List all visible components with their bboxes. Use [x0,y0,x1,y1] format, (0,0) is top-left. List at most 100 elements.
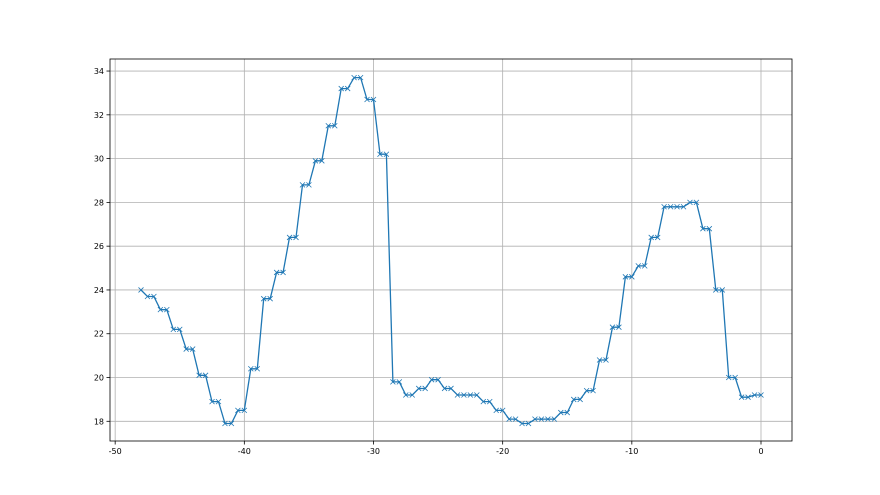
data-point [370,96,377,103]
data-point [299,182,306,188]
data-point [474,392,480,398]
data-point [415,385,422,392]
data-point [635,263,642,269]
data-point [609,324,616,330]
data-point [138,287,144,293]
data-point [325,122,332,129]
data-point [164,306,170,313]
data-point [551,416,558,422]
data-point [616,324,622,330]
data-point [454,392,461,398]
data-point [286,234,293,241]
data-point [170,326,177,333]
data-point [732,374,738,381]
data-point [209,398,215,405]
data-point [448,385,454,392]
data-point [344,85,351,92]
data-point [680,203,687,210]
y-tick-label: 34 [94,67,104,76]
data-point [751,392,758,398]
data-point [196,372,202,379]
data-point [713,287,719,293]
data-point [461,392,467,398]
data-point [306,182,312,188]
data-point [228,420,235,427]
data-point [390,379,396,385]
data-point [157,306,164,313]
data-point [570,396,577,403]
y-tick-label: 26 [94,242,104,251]
data-point [558,409,564,416]
y-tick-label: 30 [94,155,104,164]
data-point [428,376,435,383]
data-point [176,326,183,333]
data-point [674,203,680,210]
data-point [260,295,267,302]
data-point [512,416,519,422]
data-point [667,203,674,210]
y-tick-label: 18 [94,417,104,426]
data-point [538,416,545,422]
data-point [396,379,403,385]
data-point [583,387,590,394]
data-point [403,392,409,398]
data-point [706,225,713,232]
data-point [351,74,357,81]
data-point [293,234,299,241]
data-point [641,263,648,269]
data-point [622,274,629,280]
data-point [661,203,667,210]
x-tick-label: -20 [496,447,509,456]
y-tick-label: 28 [94,198,104,207]
data-point [738,394,745,401]
x-tick-label: -40 [238,447,251,456]
data-point [331,122,338,129]
data-point [377,151,383,158]
data-point [596,357,603,363]
data-point [280,269,286,276]
x-tick-label: -30 [367,447,380,456]
data-point [312,158,319,164]
data-point [467,392,474,398]
data-point [493,407,499,414]
data-point [654,234,661,241]
data-point [254,365,261,372]
data-point [189,346,196,352]
data-point [719,287,726,293]
data-point [519,420,525,427]
data-point [532,416,538,422]
data-point [480,398,487,405]
data-point [545,416,551,422]
data-point [441,385,448,392]
data-point [383,151,390,158]
data-point [409,392,416,398]
data-point [235,407,241,414]
data-point [590,387,596,394]
data-point [745,394,751,401]
data-point [564,409,571,416]
data-point [603,357,609,363]
data-point [629,274,635,280]
data-point [486,398,493,405]
data-point [700,225,706,232]
data-point [499,407,506,414]
x-tick-label: -50 [109,447,122,456]
plot-frame [109,58,793,442]
data-point [151,293,157,300]
data-point [267,295,273,302]
data-point [273,269,280,276]
data-point [202,372,209,379]
y-tick-label: 32 [94,111,104,120]
data-point [144,293,151,300]
data-point [215,398,222,405]
data-point [648,234,654,241]
data-point [525,420,532,427]
data-point [758,392,764,398]
y-tick-label: 24 [94,286,104,295]
data-point [319,158,325,164]
data-point [357,74,364,81]
data-point [222,420,228,427]
data-point [338,85,344,92]
data-point [183,346,189,352]
